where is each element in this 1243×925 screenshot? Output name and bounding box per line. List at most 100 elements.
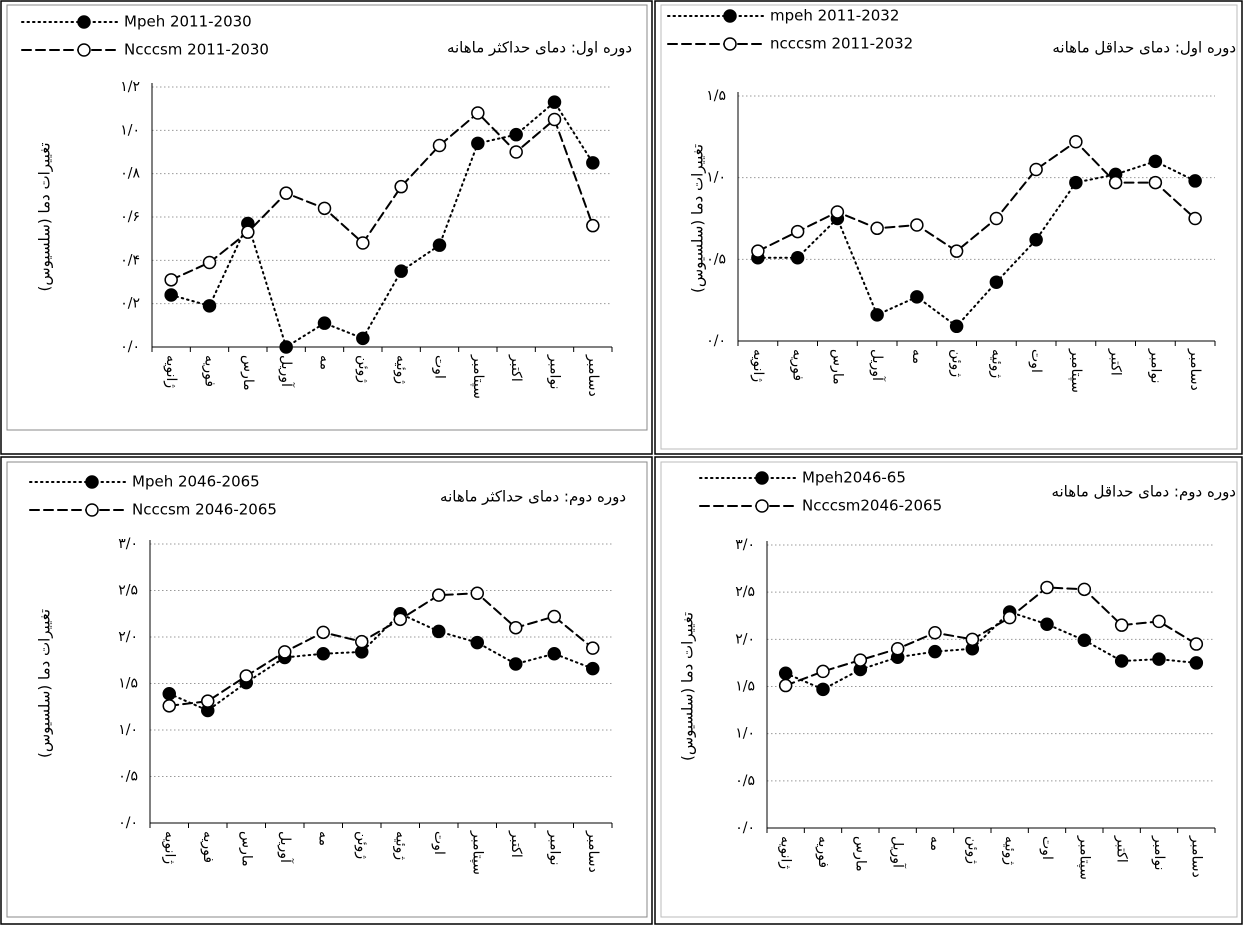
data-point — [509, 620, 523, 635]
x-tick-label: اوت — [1028, 349, 1044, 373]
panel-border — [0, 0, 653, 455]
data-point — [910, 290, 924, 304]
legend-label: ncccsm 2011-2032 — [770, 35, 913, 53]
x-tick-label: نوامبر — [547, 354, 563, 389]
legend-label: Mpeh 2046-2065 — [132, 473, 260, 491]
series-line — [784, 610, 1198, 691]
data-point — [317, 201, 332, 216]
x-tick-label: اکتبر — [508, 830, 524, 858]
chart-title: دوره دوم: دمای حداقل ماهانه — [1051, 483, 1236, 501]
data-point — [751, 244, 765, 258]
legend-marker — [85, 503, 99, 517]
series-line — [170, 100, 594, 349]
data-point — [790, 250, 805, 265]
data-point — [1040, 617, 1054, 631]
x-tick-label: ژوئن — [949, 349, 965, 377]
x-tick-label: نوامبر — [1147, 348, 1163, 383]
data-point — [1029, 162, 1043, 177]
panel-border — [654, 456, 1243, 925]
x-tick-label: سپتامبر — [470, 354, 486, 399]
data-point — [816, 682, 830, 697]
y-tick-label: ۱/۵ — [118, 676, 138, 692]
data-point — [471, 136, 485, 151]
data-point — [470, 635, 484, 650]
x-tick-label: مارس — [238, 831, 254, 867]
data-point — [1152, 652, 1166, 666]
x-tick-label: آوریل — [278, 355, 295, 388]
x-tick-label: ژوئن — [354, 831, 370, 859]
data-point — [241, 225, 255, 239]
data-point — [547, 646, 561, 661]
y-tick-label: ۱/۰ — [120, 122, 140, 138]
x-tick-label: اوت — [431, 831, 447, 855]
data-point — [356, 331, 370, 346]
x-tick-label: سپتامبر — [1068, 348, 1084, 393]
data-point — [1077, 582, 1092, 597]
data-point — [586, 156, 600, 170]
data-point — [830, 205, 845, 219]
chart-frame — [660, 4, 1238, 450]
y-tick-label: ۰/۲ — [120, 296, 140, 312]
y-tick-label: ۱/۰ — [706, 170, 726, 186]
legend-marker — [77, 15, 91, 29]
y-tick-label: ۰/۰ — [118, 815, 138, 831]
x-tick-label: اکتبر — [1108, 348, 1124, 376]
data-point — [1069, 134, 1083, 149]
y-axis-label: تغییرات دما (سلسیوس) — [36, 609, 54, 758]
data-point — [432, 588, 446, 602]
data-point — [1189, 637, 1204, 651]
series-line — [168, 592, 594, 707]
x-tick-label: مه — [909, 349, 925, 364]
data-point — [278, 645, 292, 659]
data-point — [509, 657, 523, 671]
x-tick-label: سپتامبر — [1076, 835, 1092, 880]
legend-label: Mpeh2046-65 — [802, 469, 906, 487]
x-tick-label: آوریل — [890, 836, 907, 869]
x-tick-label: فوریه — [815, 836, 831, 868]
data-point — [965, 632, 980, 647]
data-point — [239, 669, 253, 683]
y-tick-label: ۱/۵ — [735, 679, 755, 695]
x-tick-label: مارس — [852, 836, 868, 872]
x-tick-label: مه — [927, 836, 943, 851]
data-point — [432, 624, 446, 639]
series-line — [756, 160, 1197, 328]
chart-frame — [6, 461, 648, 918]
x-tick-label: مارس — [240, 355, 256, 391]
y-tick-label: ۲/۰ — [118, 629, 138, 645]
y-tick-label: ۱/۲ — [120, 79, 140, 95]
data-point — [853, 653, 868, 667]
data-point — [394, 179, 408, 194]
legend-label: Ncccsm2046-2065 — [802, 497, 942, 515]
data-point — [1040, 580, 1054, 595]
x-tick-label: مه — [315, 831, 331, 846]
data-point — [201, 694, 215, 708]
data-point — [355, 634, 369, 649]
data-point — [202, 299, 217, 313]
data-point — [1029, 232, 1043, 247]
data-point — [164, 288, 178, 302]
data-point — [164, 273, 178, 287]
data-point — [316, 646, 330, 661]
data-point — [509, 127, 523, 142]
chart-frame — [660, 461, 1238, 918]
data-point — [1069, 175, 1083, 190]
data-point — [162, 686, 176, 701]
legend-marker — [723, 9, 737, 23]
data-point — [317, 316, 332, 330]
data-point — [509, 145, 523, 159]
y-tick-label: ۰/۶ — [120, 209, 140, 225]
x-tick-label: نوامبر — [1151, 835, 1167, 870]
data-point — [910, 218, 924, 232]
data-point — [816, 664, 830, 679]
legend-label: mpeh 2011-2032 — [770, 7, 899, 25]
x-tick-label: مه — [317, 355, 333, 370]
y-tick-label: ۱/۰ — [735, 726, 755, 742]
y-tick-label: ۲/۵ — [118, 583, 138, 599]
chart-title: دوره اول: دمای حداکثر ماهانه — [447, 39, 632, 57]
x-tick-label: سپتامبر — [469, 830, 485, 875]
x-tick-label: نوامبر — [546, 830, 562, 865]
y-tick-label: ۰/۰ — [706, 333, 726, 349]
x-tick-label: اوت — [1039, 836, 1055, 860]
